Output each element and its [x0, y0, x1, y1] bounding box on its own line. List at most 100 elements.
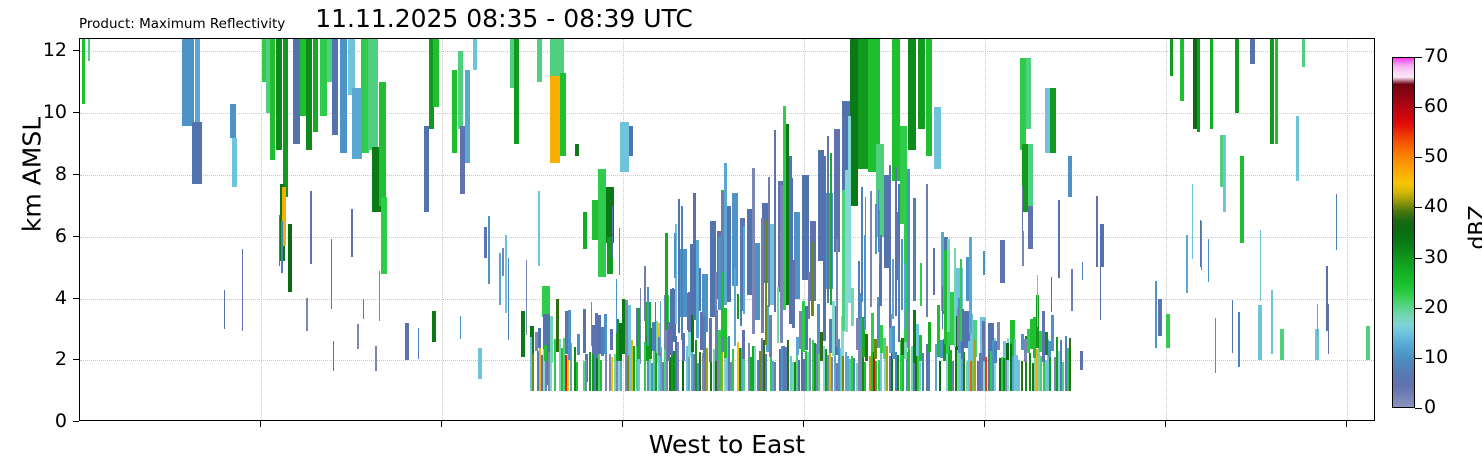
- reflectivity-cell: [761, 337, 764, 392]
- reflectivity-cell: [802, 359, 805, 392]
- reflectivity-cell: [934, 344, 937, 392]
- reflectivity-cell: [824, 348, 827, 392]
- reflectivity-cell: [860, 337, 863, 392]
- y-tick-mark: [73, 359, 79, 361]
- reflectivity-cell: [697, 362, 700, 392]
- reflectivity-cell: [613, 353, 616, 392]
- reflectivity-cell: [868, 355, 871, 392]
- reflectivity-cell: [362, 299, 365, 320]
- reflectivity-cell: [658, 336, 661, 357]
- reflectivity-cell: [1042, 311, 1045, 362]
- reflectivity-cell: [919, 335, 922, 361]
- reflectivity-cell: [791, 362, 794, 392]
- y-axis-title: km AMSL: [17, 116, 47, 233]
- reflectivity-cell: [1033, 316, 1036, 358]
- reflectivity-column: [361, 39, 369, 154]
- reflectivity-cell: [695, 340, 698, 392]
- y-tick-mark: [73, 50, 79, 52]
- reflectivity-cell: [861, 276, 864, 295]
- reflectivity-column: [1270, 39, 1274, 144]
- reflectivity-cell: [811, 340, 814, 392]
- reflectivity-cell: [769, 314, 772, 357]
- reflectivity-cell: [904, 195, 907, 342]
- reflectivity-cell: [800, 347, 803, 392]
- reflectivity-cell: [692, 353, 695, 392]
- plot-area: [79, 38, 1375, 421]
- reflectivity-cell: [955, 315, 958, 351]
- reflectivity-cell: [591, 352, 594, 392]
- reflectivity-column: [433, 39, 439, 107]
- reflectivity-cell: [944, 249, 947, 344]
- reflectivity-cell: [1031, 363, 1034, 392]
- reflectivity-cell: [875, 361, 878, 392]
- reflectivity-cell: [983, 363, 986, 392]
- reflectivity-cell: [833, 344, 836, 392]
- reflectivity-cell: [878, 209, 881, 265]
- reflectivity-cell: [646, 335, 649, 362]
- reflectivity-cell: [842, 189, 845, 332]
- reflectivity-cell: [499, 252, 501, 305]
- reflectivity-cell: [963, 352, 966, 392]
- reflectivity-cell: [954, 339, 957, 392]
- gridline-horizontal: [80, 174, 1374, 176]
- reflectivity-cell: [670, 348, 673, 392]
- reflectivity-cell: [752, 345, 755, 392]
- reflectivity-cell: [896, 211, 899, 280]
- reflectivity-cell: [688, 343, 691, 392]
- reflectivity-column: [484, 227, 487, 259]
- reflectivity-column: [327, 39, 332, 83]
- reflectivity-cell: [783, 106, 786, 311]
- reflectivity-cell: [859, 293, 862, 349]
- reflectivity-cell: [1030, 319, 1033, 349]
- reflectivity-cell: [712, 349, 715, 392]
- reflectivity-cell: [853, 358, 856, 392]
- reflectivity-cell: [823, 156, 826, 342]
- reflectivity-cell: [675, 336, 678, 392]
- reflectivity-column: [850, 39, 858, 206]
- colorbar-tick-label: 50: [1424, 145, 1449, 168]
- reflectivity-column: [262, 39, 266, 83]
- reflectivity-column: [702, 273, 708, 333]
- reflectivity-cell: [1021, 334, 1024, 350]
- reflectivity-cell: [1033, 353, 1036, 392]
- product-label: Product: Maximum Reflectivity: [79, 16, 286, 32]
- reflectivity-cell: [1316, 303, 1319, 338]
- reflectivity-cell: [545, 362, 548, 392]
- reflectivity-cell: [763, 340, 766, 392]
- reflectivity-cell: [310, 190, 312, 264]
- reflectivity-column: [583, 212, 587, 250]
- colorbar-tick-mark: [1415, 307, 1422, 309]
- gridline-horizontal: [80, 113, 1374, 115]
- reflectivity-cell: [1058, 199, 1060, 279]
- reflectivity-column: [1000, 239, 1005, 283]
- reflectivity-cell: [1081, 261, 1084, 281]
- reflectivity-cell: [670, 328, 673, 356]
- reflectivity-cell: [536, 351, 539, 392]
- reflectivity-cell: [732, 349, 735, 392]
- reflectivity-cell: [567, 344, 570, 392]
- reflectivity-cell: [952, 360, 955, 392]
- reflectivity-cell: [778, 349, 781, 392]
- reflectivity-cell: [715, 309, 718, 362]
- reflectivity-cell: [746, 256, 749, 279]
- reflectivity-cell: [677, 341, 680, 392]
- reflectivity-column: [1223, 134, 1226, 212]
- reflectivity-cell: [892, 325, 895, 360]
- reflectivity-cell: [655, 343, 658, 392]
- reflectivity-cell: [1058, 350, 1061, 392]
- reflectivity-cell: [625, 300, 628, 341]
- reflectivity-column: [432, 310, 436, 342]
- reflectivity-cell: [741, 348, 744, 392]
- reflectivity-column: [598, 168, 606, 277]
- reflectivity-cell: [1200, 221, 1203, 271]
- plot-canvas: [80, 39, 1374, 420]
- reflectivity-cell: [959, 348, 962, 392]
- reflectivity-cell: [686, 345, 689, 392]
- reflectivity-cell: [674, 233, 676, 279]
- reflectivity-cell: [956, 308, 960, 347]
- reflectivity-cell: [832, 301, 835, 356]
- reflectivity-cell: [967, 341, 970, 392]
- colorbar-tick-label: 0: [1424, 396, 1437, 418]
- reflectivity-column: [918, 39, 925, 129]
- reflectivity-cell: [1040, 355, 1043, 392]
